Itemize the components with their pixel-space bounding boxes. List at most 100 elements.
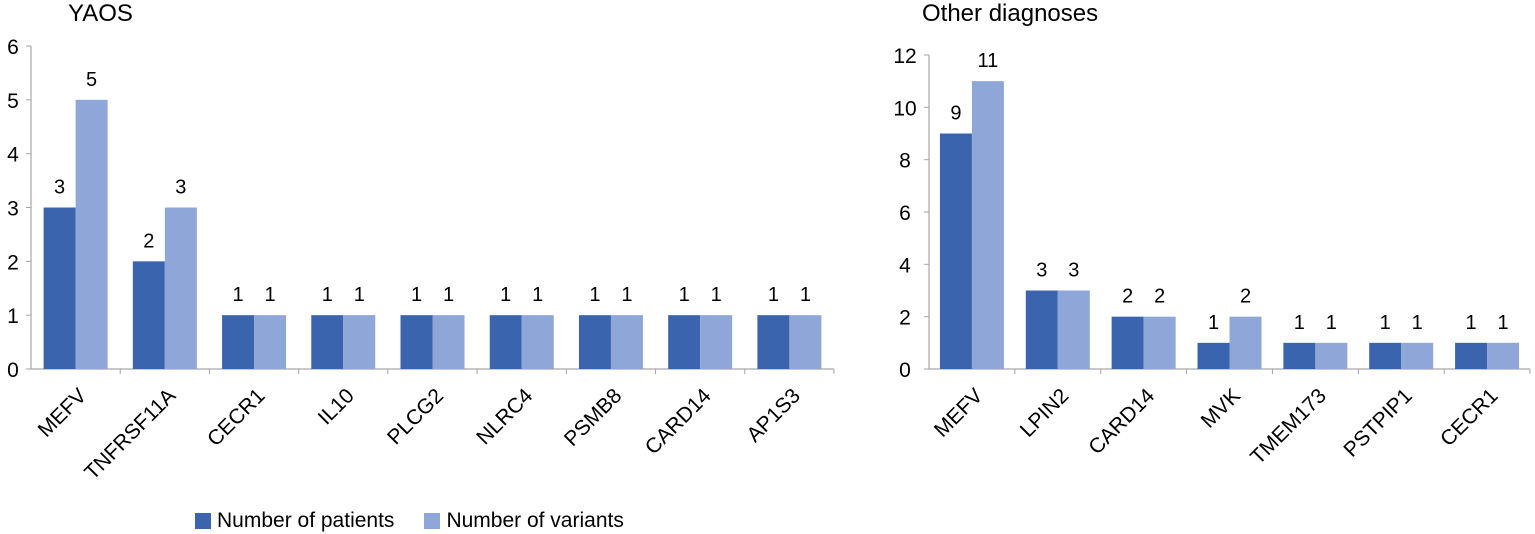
bar-patients-ap1s3	[757, 315, 790, 369]
data-label-variants-lpin2: 3	[1068, 260, 1079, 282]
bar-variants-tnfrsf11a	[164, 207, 197, 369]
data-label-patients-pstpip1: 1	[1380, 312, 1391, 334]
bar-variants-mvk	[1229, 316, 1262, 369]
y-tick-label: 4	[899, 254, 911, 277]
x-tick-label: AP1S3	[742, 384, 805, 447]
x-tick-label: TMEM173	[1246, 384, 1331, 469]
data-label-patients-tmem173: 1	[1294, 312, 1305, 334]
x-tick-label: CECR1	[1436, 384, 1503, 451]
data-label-variants-mefv: 5	[86, 69, 97, 91]
bar-variants-lpin2	[1057, 290, 1090, 369]
x-tick-label: CARD14	[1084, 384, 1159, 459]
data-label-variants-nlrc4: 1	[532, 284, 543, 306]
bar-patients-mvk	[1197, 342, 1230, 369]
data-label-patients-nlrc4: 1	[500, 284, 511, 306]
data-label-variants-cecr1: 1	[1498, 312, 1509, 334]
bar-variants-pstpip1	[1401, 342, 1434, 369]
data-label-variants-mvk: 2	[1240, 286, 1251, 308]
x-tick-label: MEFV	[930, 384, 988, 442]
bar-variants-ap1s3	[789, 315, 822, 369]
y-tick-label: 8	[899, 150, 911, 173]
bar-variants-nlrc4	[521, 315, 554, 369]
y-tick-label: 0	[7, 359, 19, 382]
data-label-patients-ap1s3: 1	[768, 284, 779, 306]
legend-label-patients: Number of patients	[217, 509, 395, 532]
y-tick-label: 3	[7, 198, 19, 221]
y-tick-label: 6	[899, 202, 911, 225]
x-tick-label: PSTPIP1	[1339, 384, 1416, 461]
x-tick-label: PLCG2	[383, 384, 448, 449]
data-label-patients-psmb8: 1	[589, 284, 600, 306]
bar-variants-mefv	[971, 81, 1004, 370]
legend-label-variants: Number of variants	[446, 509, 624, 532]
x-tick-label: MVK	[1197, 384, 1245, 432]
data-label-variants-mefv: 11	[978, 50, 999, 72]
data-label-patients-card14: 1	[679, 284, 690, 306]
bar-patients-plcg2	[400, 315, 433, 369]
y-tick-label: 6	[7, 36, 19, 59]
x-tick-label: LPIN2	[1016, 384, 1074, 442]
x-tick-label: CARD14	[641, 384, 716, 459]
legend-item-variants: Number of variants	[424, 509, 624, 533]
data-label-patients-mefv: 3	[54, 177, 65, 199]
bar-patients-lpin2	[1025, 290, 1058, 369]
data-label-patients-plcg2: 1	[411, 284, 422, 306]
chart-title: YAOS	[68, 0, 133, 27]
data-label-patients-mefv: 9	[950, 103, 961, 125]
data-label-patients-lpin2: 3	[1036, 260, 1047, 282]
legend-swatch-patients	[195, 513, 211, 529]
bar-patients-mefv	[43, 207, 76, 369]
bar-patients-psmb8	[578, 315, 611, 369]
bar-patients-cecr1	[222, 315, 255, 369]
data-label-patients-tnfrsf11a: 2	[143, 230, 154, 252]
y-tick-label: 2	[899, 307, 911, 330]
x-tick-label: PSMB8	[560, 384, 627, 451]
data-label-patients-cecr1: 1	[232, 284, 243, 306]
x-tick-label: IL10	[314, 384, 359, 429]
legend-item-patients: Number of patients	[195, 509, 394, 533]
bar-patients-cecr1	[1455, 342, 1488, 369]
data-label-variants-il10: 1	[354, 284, 365, 306]
x-tick-label: MEFV	[34, 384, 92, 442]
bar-variants-psmb8	[610, 315, 643, 369]
x-tick-label: TNFRSF11A	[80, 384, 180, 484]
bar-variants-card14	[1143, 316, 1176, 369]
bar-variants-il10	[343, 315, 376, 369]
data-label-variants-pstpip1: 1	[1412, 312, 1423, 334]
data-label-patients-card14: 2	[1122, 286, 1133, 308]
x-tick-label: NLRC4	[472, 384, 537, 449]
y-tick-label: 1	[7, 305, 19, 328]
legend: Number of patients Number of variants	[195, 509, 654, 533]
legend-swatch-variants	[424, 513, 441, 529]
bar-patients-nlrc4	[489, 315, 522, 369]
y-tick-label: 2	[7, 251, 19, 274]
bar-patients-tmem173	[1283, 342, 1316, 369]
data-label-variants-psmb8: 1	[621, 284, 632, 306]
bar-patients-il10	[311, 315, 344, 369]
bar-patients-card14	[1111, 316, 1144, 369]
x-tick-label: CECR1	[203, 384, 270, 451]
chart-title: Other diagnoses	[922, 0, 1098, 27]
bar-patients-card14	[668, 315, 701, 369]
data-label-variants-card14: 2	[1154, 286, 1165, 308]
data-label-variants-card14: 1	[711, 284, 722, 306]
data-label-variants-tmem173: 1	[1326, 312, 1337, 334]
data-label-patients-il10: 1	[322, 284, 333, 306]
bar-variants-tmem173	[1315, 342, 1348, 369]
y-tick-label: 12	[893, 45, 916, 68]
data-label-patients-cecr1: 1	[1466, 312, 1477, 334]
y-tick-label: 4	[7, 144, 19, 167]
bar-variants-mefv	[75, 99, 108, 369]
bar-variants-card14	[700, 315, 733, 369]
y-tick-label: 5	[7, 90, 19, 113]
data-label-variants-cecr1: 1	[264, 284, 275, 306]
bar-variants-cecr1	[1487, 342, 1520, 369]
bar-patients-tnfrsf11a	[132, 261, 165, 369]
y-tick-label: 0	[899, 359, 911, 382]
bar-variants-cecr1	[254, 315, 287, 369]
y-tick-label: 10	[893, 97, 916, 120]
data-label-variants-tnfrsf11a: 3	[175, 177, 186, 199]
